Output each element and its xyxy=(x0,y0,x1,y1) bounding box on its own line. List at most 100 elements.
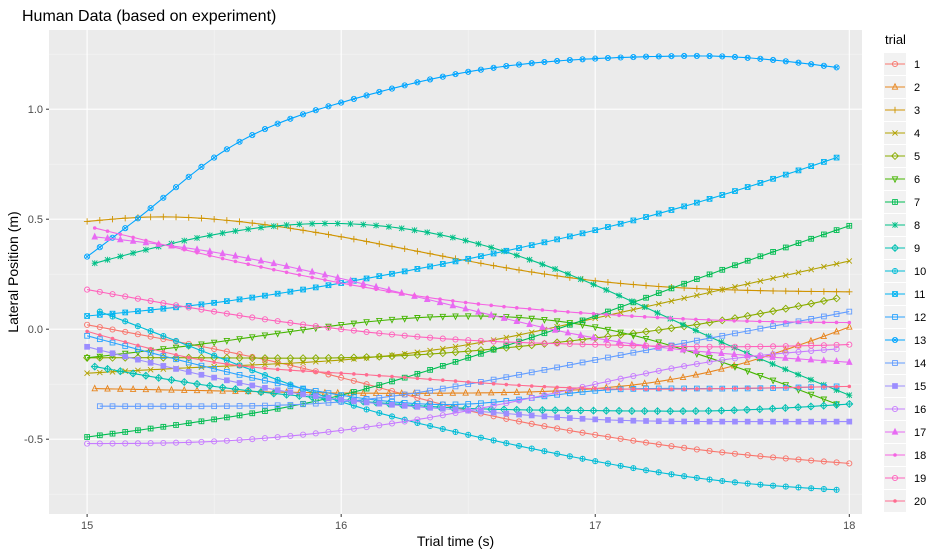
series-point-10 xyxy=(503,440,509,446)
series-point-9 xyxy=(807,403,815,410)
series-point-15 xyxy=(541,413,548,420)
legend-key-marker-3 xyxy=(891,106,899,114)
series-point-3 xyxy=(693,285,701,292)
series-point-16 xyxy=(249,436,256,443)
series-point-15 xyxy=(757,418,764,425)
series-point-13 xyxy=(199,164,204,169)
series-point-3 xyxy=(287,225,294,232)
series-point-18 xyxy=(374,287,378,292)
series-point-15 xyxy=(185,369,192,375)
chart-title: Human Data (based on experiment) xyxy=(22,8,276,25)
series-point-13 xyxy=(795,59,802,66)
series-point-13 xyxy=(720,54,725,59)
series-point-5 xyxy=(819,296,828,306)
series-point-8 xyxy=(130,250,137,257)
series-point-13 xyxy=(731,53,739,61)
series-point-18 xyxy=(514,306,519,310)
series-point-3 xyxy=(706,285,713,293)
series-point-13 xyxy=(820,62,827,69)
series-point-17 xyxy=(705,347,712,355)
series-point-11 xyxy=(249,294,255,301)
series-point-15 xyxy=(236,380,243,386)
series-point-11 xyxy=(656,210,662,217)
series-point-18 xyxy=(578,311,583,315)
series-point-20 xyxy=(237,363,242,368)
series-point-4 xyxy=(770,275,776,282)
series-point-5 xyxy=(464,347,473,356)
series-point-11 xyxy=(668,207,675,213)
series-point-6 xyxy=(363,319,370,327)
series-point-9 xyxy=(91,363,99,370)
series-point-15 xyxy=(503,410,510,417)
series-point-11 xyxy=(198,301,205,308)
series-point-12 xyxy=(262,377,268,384)
series-point-4 xyxy=(147,366,154,373)
legend-title: trial xyxy=(885,32,906,47)
series-point-20 xyxy=(390,374,394,379)
series-point-11 xyxy=(414,266,421,272)
series-point-13 xyxy=(617,54,624,61)
series-point-18 xyxy=(105,229,110,233)
series-point-3 xyxy=(401,245,408,252)
series-point-4 xyxy=(820,263,827,270)
series-point-20 xyxy=(796,385,801,390)
series-point-16 xyxy=(414,416,421,423)
series-point-9 xyxy=(219,384,227,391)
series-point-13 xyxy=(490,64,497,71)
series-point-7 xyxy=(262,408,268,414)
series-point-14 xyxy=(389,393,395,400)
series-point-19 xyxy=(147,297,154,304)
series-point-10 xyxy=(745,480,751,487)
series-point-13 xyxy=(630,54,637,61)
series-point-13 xyxy=(593,56,598,61)
series-point-1 xyxy=(350,377,357,384)
series-point-9 xyxy=(820,402,828,410)
series-point-11 xyxy=(795,167,802,174)
series-point-2 xyxy=(526,387,533,395)
series-point-17 xyxy=(283,261,290,269)
series-point-13 xyxy=(401,82,408,89)
series-point-6 xyxy=(604,326,612,334)
series-point-19 xyxy=(363,328,370,336)
legend-label: 14 xyxy=(914,358,926,370)
series-point-13 xyxy=(604,54,611,62)
series-point-18 xyxy=(323,278,327,282)
legend-label: 4 xyxy=(914,128,920,140)
series-point-11 xyxy=(147,307,154,313)
series-point-19 xyxy=(376,330,383,337)
series-point-19 xyxy=(350,327,357,334)
series-point-14 xyxy=(312,400,319,407)
series-point-14 xyxy=(744,328,751,334)
legend-label: 16 xyxy=(914,404,926,416)
series-point-16 xyxy=(287,432,294,440)
series-point-3 xyxy=(147,213,154,221)
series-point-15 xyxy=(732,418,738,425)
series-point-3 xyxy=(782,287,789,295)
series-point-3 xyxy=(541,270,548,278)
series-point-13 xyxy=(618,55,623,60)
series-point-13 xyxy=(123,226,128,231)
series-point-20 xyxy=(517,383,521,388)
x-tick-label: 18 xyxy=(843,520,855,532)
series-point-8 xyxy=(181,237,188,244)
series-point-13 xyxy=(554,58,560,64)
series-point-19 xyxy=(439,335,446,342)
series-point-11 xyxy=(592,227,598,233)
series-point-10 xyxy=(592,458,598,464)
series-point-20 xyxy=(834,384,839,389)
series-point-11 xyxy=(694,199,700,206)
series-point-18 xyxy=(425,295,430,300)
series-point-16 xyxy=(554,389,561,396)
series-point-19 xyxy=(249,314,256,321)
series-point-8 xyxy=(321,220,328,227)
series-point-20 xyxy=(161,350,166,354)
series-point-3 xyxy=(210,216,218,223)
series-point-8 xyxy=(641,304,648,311)
series-17 xyxy=(91,232,853,365)
series-point-4 xyxy=(300,359,306,366)
series-line-16 xyxy=(87,348,837,445)
series-point-16 xyxy=(198,438,205,445)
series-point-19 xyxy=(223,310,230,317)
series-point-2 xyxy=(692,370,700,378)
series-point-5 xyxy=(286,354,295,363)
